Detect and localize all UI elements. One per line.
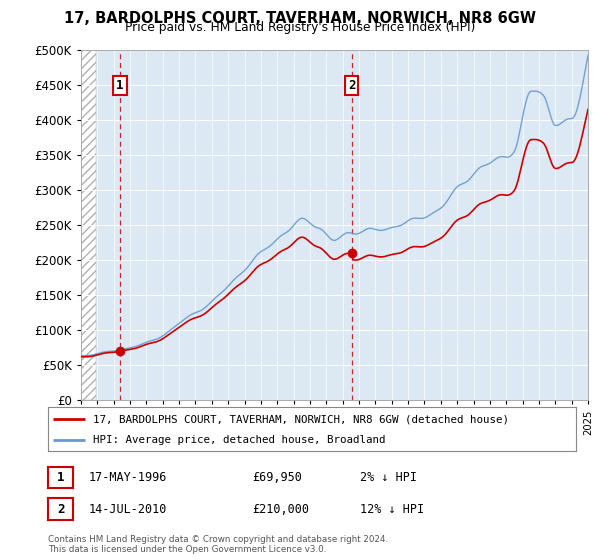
Text: 17, BARDOLPHS COURT, TAVERHAM, NORWICH, NR8 6GW: 17, BARDOLPHS COURT, TAVERHAM, NORWICH, … (64, 11, 536, 26)
Text: 2% ↓ HPI: 2% ↓ HPI (360, 471, 417, 484)
Text: 14-JUL-2010: 14-JUL-2010 (88, 502, 167, 516)
Text: 1: 1 (116, 79, 124, 92)
Text: Contains HM Land Registry data © Crown copyright and database right 2024.
This d: Contains HM Land Registry data © Crown c… (48, 535, 388, 554)
Text: £69,950: £69,950 (252, 471, 302, 484)
Text: HPI: Average price, detached house, Broadland: HPI: Average price, detached house, Broa… (93, 435, 385, 445)
Text: 17, BARDOLPHS COURT, TAVERHAM, NORWICH, NR8 6GW (detached house): 17, BARDOLPHS COURT, TAVERHAM, NORWICH, … (93, 414, 509, 424)
Text: Price paid vs. HM Land Registry's House Price Index (HPI): Price paid vs. HM Land Registry's House … (125, 21, 475, 34)
Text: £210,000: £210,000 (252, 502, 309, 516)
Text: 1: 1 (57, 471, 64, 484)
Text: 2: 2 (57, 502, 64, 516)
Text: 17-MAY-1996: 17-MAY-1996 (88, 471, 167, 484)
Text: 2: 2 (348, 79, 355, 92)
Text: 12% ↓ HPI: 12% ↓ HPI (360, 502, 424, 516)
